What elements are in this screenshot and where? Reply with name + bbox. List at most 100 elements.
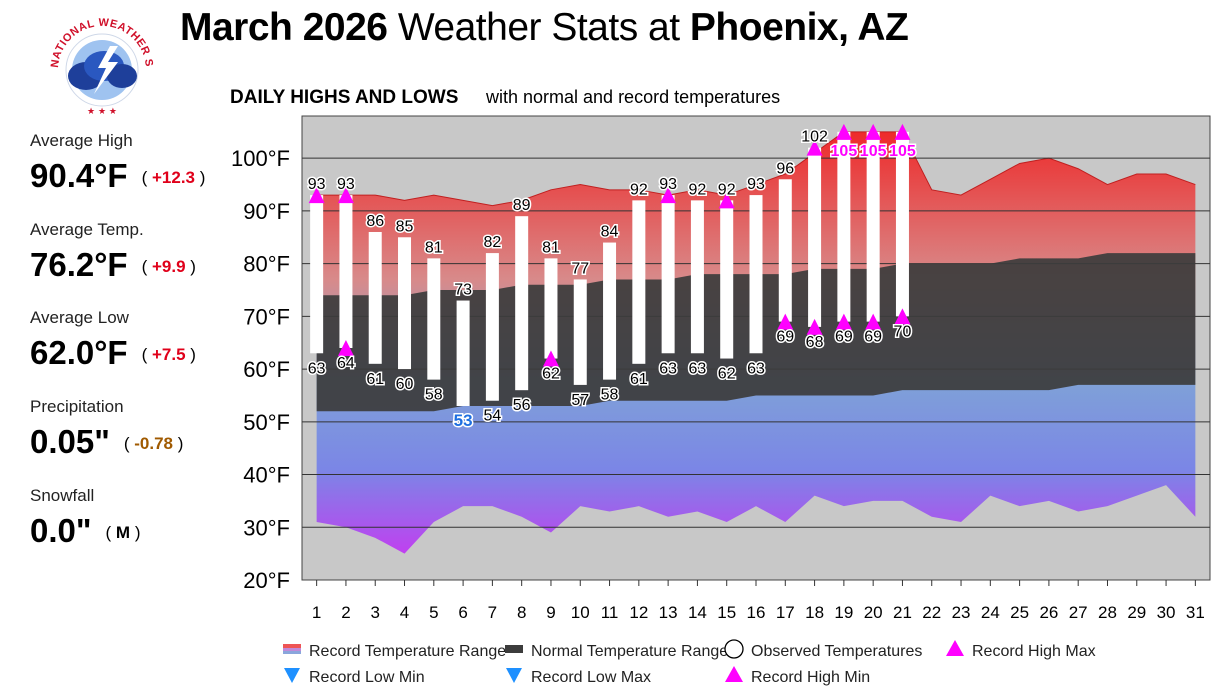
high-label-day-11: 84 [601,224,619,241]
chart-title: DAILY HIGHS AND LOWS [230,87,458,108]
x-tick-label: 13 [659,603,678,622]
y-axis: 20°F 30°F 40°F 50°F 60°F 70°F 80°F 90°F 100°F [231,146,290,593]
legend-label: Record Temperature Range [309,643,506,660]
legend-swatch-record [283,651,301,654]
high-label-day-7: 82 [483,234,501,251]
observed-bar-day-18 [808,148,821,327]
x-tick-label: 2 [341,603,350,622]
low-label-day-3: 61 [366,371,384,388]
x-tick-label: 31 [1186,603,1205,622]
x-tick-label: 22 [922,603,941,622]
low-label-day-20: 69 [864,329,882,346]
x-tick-label: 11 [601,603,619,622]
high-label-day-16: 93 [747,176,765,193]
high-label-day-5: 81 [425,239,443,256]
low-label-day-8: 56 [513,397,531,414]
y-tick-label: 30°F [243,515,290,540]
legend-circle-icon [725,640,743,658]
low-label-day-15: 62 [718,366,736,383]
y-tick-label: 70°F [243,304,290,329]
observed-bar-day-5 [427,258,440,379]
legend-label: Record Low Min [309,669,425,686]
legend: Record Temperature Range Normal Temperatu… [283,640,1096,686]
low-label-day-13: 63 [659,360,677,377]
x-tick-label: 30 [1157,603,1176,622]
observed-bar-day-3 [369,232,382,364]
observed-bar-day-17 [779,179,792,321]
x-tick-label: 12 [629,603,648,622]
low-label-day-14: 63 [689,360,707,377]
low-label-day-17: 69 [776,329,794,346]
observed-bar-day-15 [720,200,733,358]
high-label-day-12: 92 [630,181,648,198]
high-label-day-4: 85 [396,218,414,235]
high-label-day-14: 92 [689,181,707,198]
x-tick-label: 15 [717,603,736,622]
legend-triangle-up-icon [946,640,964,656]
low-label-day-9: 62 [542,366,560,383]
legend-label: Normal Temperature Range [531,643,728,660]
legend-item: Record Low Max [506,668,651,686]
high-label-day-18: 102 [801,129,828,146]
observed-bar-day-10 [574,279,587,384]
legend-swatch-record [283,648,301,651]
high-label-day-6: 73 [454,282,472,299]
low-label-day-19: 69 [835,329,853,346]
low-label-day-11: 58 [601,387,619,404]
observed-bar-day-11 [603,243,616,380]
x-axis: 1 2 3 4 5 6 7 8 9 10 11 12 13 14 15 16 17 18 19 20 21 22 23 24 2… [312,580,1205,622]
high-label-day-3: 86 [366,213,384,230]
high-label-day-15: 92 [718,181,736,198]
x-tick-label: 18 [805,603,824,622]
observed-bar-day-7 [486,253,499,401]
legend-label: Record Low Max [531,669,651,686]
observed-bar-day-8 [515,216,528,390]
legend-swatch-record [283,644,301,648]
observed-bar-day-1 [310,195,323,353]
high-label-day-17: 96 [776,160,794,177]
low-label-day-18: 68 [806,334,824,351]
x-tick-label: 3 [370,603,379,622]
x-tick-label: 19 [834,603,853,622]
y-tick-label: 20°F [243,568,290,593]
x-tick-label: 4 [400,603,409,622]
x-tick-label: 9 [546,603,555,622]
legend-item: Normal Temperature Range [505,643,728,660]
observed-bar-day-16 [750,195,763,353]
low-label-day-6: 53 [454,411,473,430]
legend-item: Record High Min [725,666,870,686]
high-label-day-1: 93 [308,176,326,193]
legend-swatch-normal [505,645,523,653]
observed-bar-day-6 [457,301,470,406]
low-label-day-5: 58 [425,387,443,404]
low-label-day-21: 70 [894,323,912,340]
x-tick-label: 8 [517,603,526,622]
observed-bar-day-9 [544,258,557,358]
high-label-day-13: 93 [659,176,677,193]
low-label-day-2: 64 [337,355,355,372]
x-tick-label: 5 [429,603,438,622]
observed-bar-day-14 [691,200,704,353]
x-tick-label: 21 [893,603,912,622]
observed-bar-day-13 [662,195,675,353]
low-label-day-7: 54 [483,408,501,425]
y-tick-label: 90°F [243,199,290,224]
y-tick-label: 40°F [243,463,290,488]
legend-item: Record Low Min [284,668,425,686]
observed-bar-day-4 [398,237,411,369]
y-tick-label: 50°F [243,410,290,435]
x-tick-label: 25 [1010,603,1029,622]
observed-bar-day-2 [339,195,352,348]
y-tick-label: 80°F [243,252,290,277]
low-label-day-10: 57 [571,392,589,409]
x-tick-label: 26 [1039,603,1058,622]
x-tick-label: 29 [1127,603,1146,622]
x-tick-label: 17 [776,603,795,622]
low-label-day-4: 60 [396,376,414,393]
high-label-day-19: 105 [831,143,858,160]
high-label-day-9: 81 [542,239,560,256]
high-label-day-8: 89 [513,197,531,214]
low-label-day-16: 63 [747,360,765,377]
legend-label: Record High Min [751,669,870,686]
x-tick-label: 14 [688,603,707,622]
